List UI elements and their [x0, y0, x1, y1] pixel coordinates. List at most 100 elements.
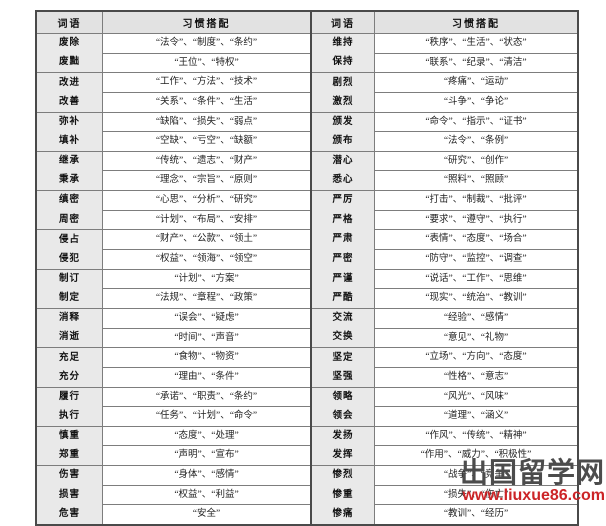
table-row: 严肃 “表情”、“态度”、“场合” [310, 229, 579, 251]
word-cell: 危害 [35, 504, 103, 526]
word-cell: 伤害 [35, 465, 103, 486]
table-row: 颁发 “命令”、“指示”、“证书” [310, 111, 579, 133]
collocation-cell: “法令”、“制度”、“条约” [102, 33, 312, 54]
table-row: 维持 “秩序”、“生活”、“状态” [310, 33, 579, 54]
table-row: 坚强 “性格”、“意志” [310, 366, 579, 388]
table-row: 消释 “误会”、“疑虑” [35, 307, 312, 329]
word-cell: 填补 [35, 131, 103, 152]
collocation-cell: “缺陷”、“损失”、“弱点” [102, 111, 312, 133]
word-cell: 交换 [310, 328, 375, 348]
word-cell: 严密 [310, 249, 375, 270]
collocation-cell: “理念”、“宗旨”、“原则” [102, 170, 312, 192]
collocation-cell: “疼痛”、“运动” [374, 72, 579, 93]
word-cell: 严厉 [310, 190, 375, 211]
word-cell: 激烈 [310, 92, 375, 113]
word-cell: 缜密 [35, 190, 103, 211]
word-cell: 惨烈 [310, 465, 375, 486]
table-row: 惨重 “损失”、“伤亡” [310, 484, 579, 506]
table-row: 缜密 “心思”、“分析”、“研究” [35, 190, 312, 211]
word-cell: 悉心 [310, 170, 375, 191]
collocation-cell: “任务”、“计划”、“命令” [102, 406, 312, 427]
collocation-cell: “表情”、“态度”、“场合” [374, 229, 579, 251]
collocation-cell: “经验”、“感情” [374, 307, 579, 329]
collocation-cell: “作用”、“威力”、“积极性” [374, 445, 579, 467]
word-cell: 弥补 [35, 111, 103, 132]
table-row: 交流 “经验”、“感情” [310, 307, 579, 329]
word-cell: 消逝 [35, 328, 103, 348]
collocation-cell: “现实”、“统治”、“教训” [374, 288, 579, 309]
collocation-cell: “教训”、“经历” [374, 504, 579, 526]
word-cell: 侵犯 [35, 249, 103, 270]
table-row: 悉心 “照料”、“照顾” [310, 170, 579, 192]
collocation-cell: “承诺”、“职责”、“条约” [102, 386, 312, 408]
collocation-cell: “秩序”、“生活”、“状态” [374, 33, 579, 54]
word-cell: 惨痛 [310, 504, 375, 526]
table-row: 严谨 “说话”、“工作”、“思维” [310, 268, 579, 290]
vocab-table-right: 词语 习惯搭配 维持 “秩序”、“生活”、“状态” 保持 “联系”、“纪录”、“清洁” 剧烈… [310, 10, 579, 526]
page: 词语 习惯搭配 废除 “法令”、“制度”、“条约” 废黜 “王位”、“特权” 改进 “工作”、… [35, 10, 605, 526]
table-row: 惨烈 “战争”、“竞争” [310, 465, 579, 486]
word-cell: 领会 [310, 406, 375, 427]
table-row: 侵犯 “权益”、“领海”、“领空” [35, 249, 312, 270]
word-cell: 制订 [35, 268, 103, 289]
word-cell: 继承 [35, 150, 103, 171]
table-row: 潜心 “研究”、“创作” [310, 150, 579, 172]
table-row: 领略 “风光”、“风味” [310, 386, 579, 408]
table-row: 填补 “空缺”、“亏空”、“缺额” [35, 131, 312, 152]
collocation-cell: “法令”、“条例” [374, 131, 579, 152]
table-row: 严密 “防守”、“监控”、“调查” [310, 249, 579, 270]
collocation-cell: “联系”、“纪录”、“清洁” [374, 52, 579, 74]
collocation-cell: “心思”、“分析”、“研究” [102, 190, 312, 211]
word-cell: 交流 [310, 307, 375, 329]
table-row: 改进 “工作”、“方法”、“技术” [35, 72, 312, 93]
collocation-cell: “打击”、“制裁”、“批评” [374, 190, 579, 211]
word-cell: 改善 [35, 92, 103, 113]
collocation-cell: “态度”、“处理” [102, 425, 312, 447]
column-header-word: 词语 [35, 10, 103, 34]
table-row: 继承 “传统”、“遗志”、“财产” [35, 150, 312, 172]
word-cell: 保持 [310, 53, 375, 73]
collocation-cell: “法规”、“章程”、“政策” [102, 288, 312, 309]
word-cell: 惨重 [310, 485, 375, 505]
table-row: 剧烈 “疼痛”、“运动” [310, 72, 579, 93]
collocation-cell: “误会”、“疑虑” [102, 307, 312, 329]
collocation-cell: “性格”、“意志” [374, 366, 579, 388]
collocation-cell: “研究”、“创作” [374, 150, 579, 172]
table-row: 坚定 “立场”、“方向”、“态度” [310, 347, 579, 368]
table-row: 制定 “法规”、“章程”、“政策” [35, 288, 312, 309]
table-row: 严酷 “现实”、“统治”、“教训” [310, 288, 579, 309]
table-row: 发挥 “作用”、“威力”、“积极性” [310, 445, 579, 467]
collocation-cell: “道理”、“涵义” [374, 406, 579, 427]
word-cell: 秉承 [35, 170, 103, 191]
word-cell: 严酷 [310, 288, 375, 309]
collocation-cell: “计划”、“方案” [102, 268, 312, 290]
table-row: 损害 “权益”、“利益” [35, 484, 312, 506]
word-cell: 充分 [35, 367, 103, 388]
collocation-cell: “权益”、“利益” [102, 484, 312, 506]
word-cell: 发挥 [310, 445, 375, 466]
word-cell: 严肃 [310, 229, 375, 250]
word-cell: 损害 [35, 485, 103, 505]
collocation-cell: “照料”、“照顾” [374, 170, 579, 192]
collocation-cell: “空缺”、“亏空”、“缺额” [102, 131, 312, 152]
table-row: 严厉 “打击”、“制裁”、“批评” [310, 190, 579, 211]
table-row: 惨痛 “教训”、“经历” [310, 504, 579, 526]
word-cell: 严格 [310, 210, 375, 230]
collocation-cell: “斗争”、“争论” [374, 91, 579, 113]
word-cell: 颁布 [310, 131, 375, 152]
table-row: 郑重 “声明”、“宣布” [35, 445, 312, 467]
word-cell: 侵占 [35, 229, 103, 250]
column-header-word: 词语 [310, 10, 375, 34]
collocation-cell: “作风”、“传统”、“精神” [374, 425, 579, 447]
table-row: 交换 “意见”、“礼物” [310, 327, 579, 349]
collocation-cell: “立场”、“方向”、“态度” [374, 347, 579, 368]
table-row: 执行 “任务”、“计划”、“命令” [35, 406, 312, 427]
word-cell: 消释 [35, 307, 103, 329]
collocation-cell: “食物”、“物资” [102, 347, 312, 368]
collocation-cell: “损失”、“伤亡” [374, 484, 579, 506]
table-row: 慎重 “态度”、“处理” [35, 425, 312, 447]
word-cell: 坚强 [310, 367, 375, 388]
word-cell: 慎重 [35, 425, 103, 446]
collocation-cell: “关系”、“条件”、“生活” [102, 91, 312, 113]
collocation-cell: “说话”、“工作”、“思维” [374, 268, 579, 290]
